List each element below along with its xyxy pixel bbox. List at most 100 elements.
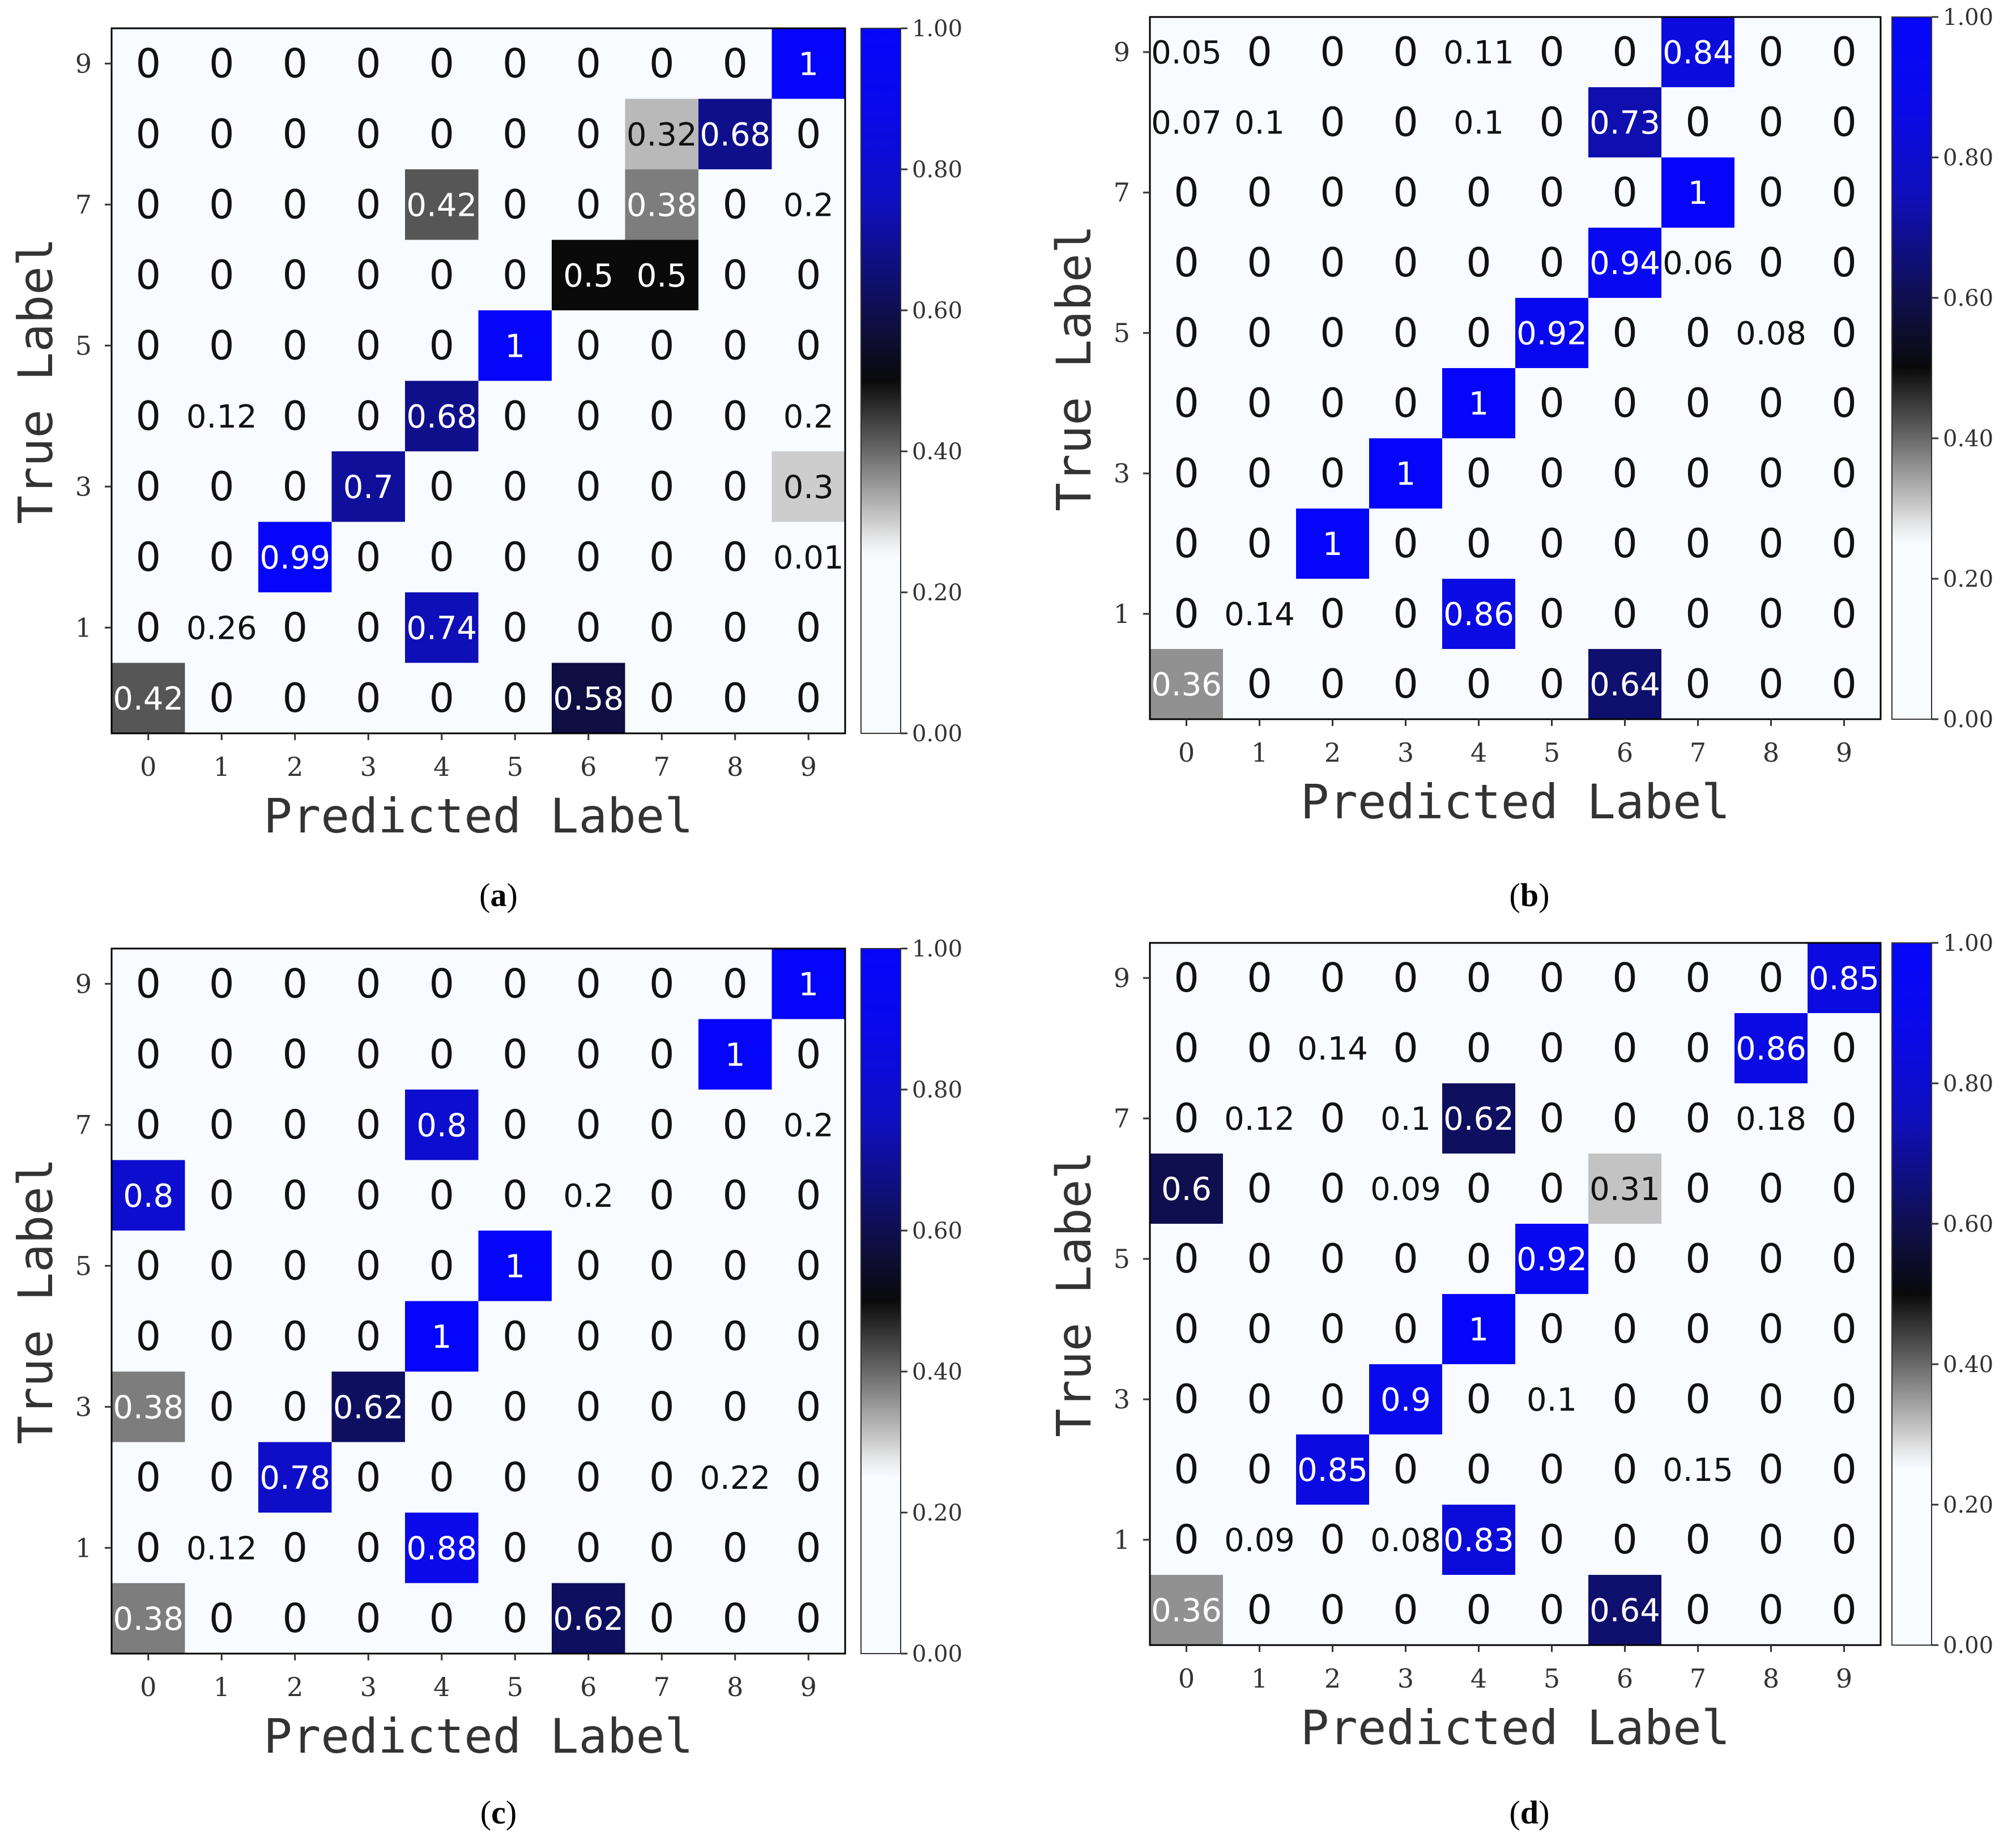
cell-value-label: 0 [1174,310,1199,356]
matrix-cell [1661,157,1734,228]
cell-value-label: 0 [1174,380,1199,426]
y-axis-label: True Label [8,238,63,524]
cell-value-label: 0 [502,252,528,298]
matrix-cell [1150,87,1223,157]
cell-value-label: 0 [722,1242,748,1289]
cell-value-label: 0.99 [259,540,330,576]
cell-value-label: 0 [796,111,821,157]
cell-value-label: 0 [1612,1306,1638,1352]
cell-value-label: 0 [502,1172,528,1219]
matrix-cell [625,99,698,169]
cell-value-label: 0.6 [1161,1171,1212,1208]
cell-value-label: 0 [796,252,821,298]
cell-value-label: 0 [356,1242,381,1289]
cell-value-label: 0 [502,40,528,87]
cell-value-label: 0 [1685,520,1711,567]
cell-value-label: 0 [576,1383,601,1430]
cell-value-label: 0 [209,1313,235,1360]
matrix-cell [405,1301,479,1372]
cell-value-label: 0 [796,1524,821,1571]
cell-value-label: 0 [135,181,161,228]
matrix-cell [478,310,552,381]
cell-value-label: 0 [209,252,235,298]
cell-value-label: 0 [1320,310,1345,356]
colorbar [1891,942,1932,1646]
cell-value-label: 0 [502,181,528,228]
x-tick-label: 4 [433,751,450,782]
cell-value-label: 0 [576,40,601,87]
colorbar-tick-label: 0.00 [912,721,962,747]
x-tick-label: 2 [287,1672,303,1702]
cell-value-label: 0 [1247,1236,1272,1282]
y-tick-label: 9 [75,48,92,79]
cell-value-label: 0 [1174,1446,1199,1493]
cell-value-label: 0.58 [553,681,624,718]
cell-value-label: 0 [1612,520,1638,567]
cell-value-label: 0 [1831,1376,1857,1423]
cell-value-label: 0.68 [406,399,477,435]
cell-value-label: 0 [282,1524,308,1571]
matrix-cell [185,1513,258,1583]
cell-value-label: 0 [502,675,528,721]
cell-value-label: 0.14 [1224,596,1295,633]
cell-value-label: 0.12 [1224,1101,1295,1138]
matrix-cell [1515,298,1588,368]
cell-value-label: 1 [1323,526,1343,563]
cell-value-label: 0 [282,960,308,1007]
matrix-cell [405,169,479,240]
colorbar-tick-label: 0.00 [912,1641,962,1667]
y-axis-label: True Label [8,1158,63,1445]
cell-value-label: 0 [502,393,528,439]
panel-c: 0 0 0 0 0 0 0 0 0 10 0 0 0 0 0 0 0 1 00 0 0 0 0.8 0 0 0 0 0.20.8 0 0 0… [8,936,962,1831]
cell-value-label: 0 [1320,1587,1345,1633]
cell-value-label: 0 [1247,1306,1272,1352]
y-axis-label: True Label [1046,1151,1102,1437]
cell-value-label: 0.06 [1663,245,1733,282]
panel-caption-letter: b [1520,877,1538,913]
x-tick-label: 0 [140,1672,156,1702]
cell-value-label: 0 [796,1172,821,1219]
cell-value-label: 0 [576,1101,601,1148]
cell-value-label: 0 [282,675,308,721]
cell-value-label: 0 [722,1595,748,1642]
x-tick-label: 2 [287,751,303,782]
cell-value-label: 1 [432,1319,452,1356]
cell-value-label: 0 [649,1031,675,1078]
matrix-cell [1223,1505,1296,1575]
y-tick-label: 5 [1114,318,1130,348]
cell-value-label: 0.36 [1151,1592,1222,1629]
cell-value-label: 0 [209,40,235,87]
cell-value-label: 0 [1539,1587,1565,1633]
cell-value-label: 0 [1539,520,1565,567]
cell-value-label: 0 [1539,169,1565,216]
cell-value-label: 0 [1758,1517,1784,1563]
cell-value-label: 0 [429,675,454,721]
matrix-cell [1296,1013,1369,1083]
cell-value-label: 0 [282,604,308,651]
cell-value-label: 0.92 [1516,315,1587,352]
cell-value-label: 0.18 [1736,1101,1806,1138]
cell-value-label: 0 [1393,29,1418,75]
cell-value-label: 0 [1685,1025,1711,1071]
x-axis-label: Predicted Label [263,788,693,844]
matrix-cell [1150,1154,1223,1224]
colorbar [1891,16,1932,720]
cell-value-label: 0 [1466,310,1491,356]
matrix-cell [772,381,845,451]
colorbar-tick-label: 0.40 [912,1359,962,1385]
cell-value-label: 0 [209,1031,235,1078]
cell-value-label: 0.9 [1380,1382,1431,1419]
cell-value-label: 0 [1612,1236,1638,1282]
matrix-cell [772,169,845,240]
cell-value-label: 0 [649,1454,675,1501]
x-axis-label: Predicted Label [263,1709,693,1764]
cell-value-label: 0.68 [700,117,770,153]
panel-caption-letter: d [1520,1794,1538,1831]
cell-value-label: 0 [722,1313,748,1360]
cell-value-label: 0.5 [637,258,687,294]
x-tick-label: 8 [1763,737,1779,768]
matrix-cell [1661,17,1734,87]
cell-value-label: 0 [1612,1517,1638,1563]
cell-value-label: 0 [1758,1306,1784,1352]
